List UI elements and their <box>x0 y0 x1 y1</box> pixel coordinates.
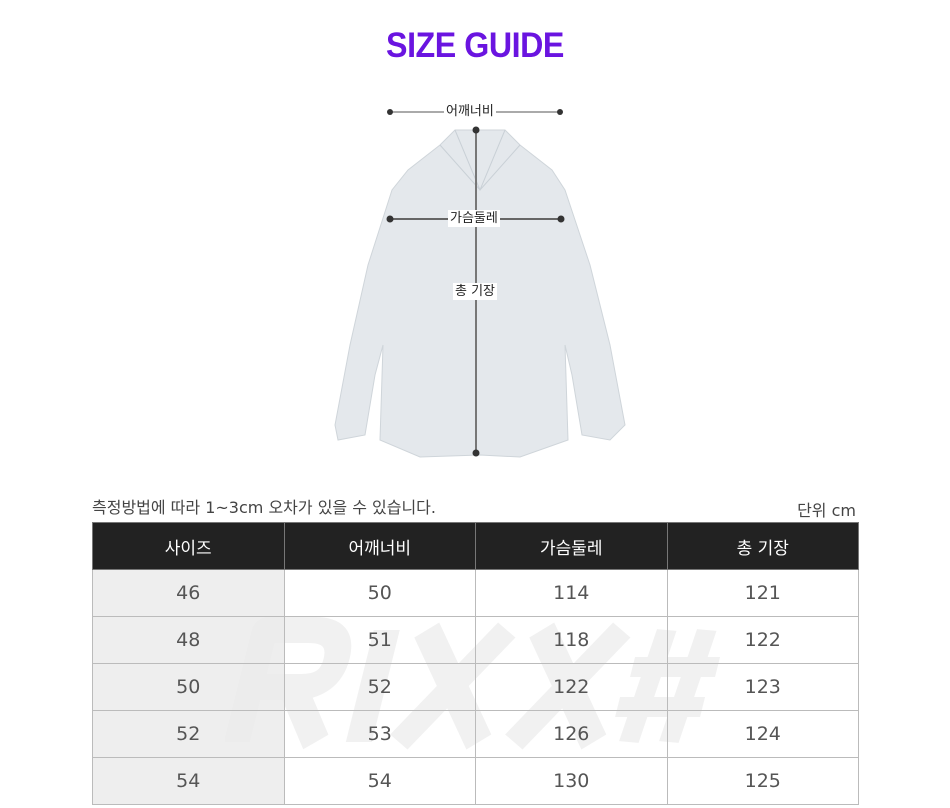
cell-shoulder: 51 <box>283 616 476 664</box>
shoulder-label: 어깨너비 <box>444 103 496 120</box>
cell-shoulder: 53 <box>283 710 476 758</box>
cell-size: 54 <box>92 757 285 805</box>
header-shoulder: 어깨너비 <box>283 522 476 570</box>
cell-size: 50 <box>92 663 285 711</box>
table-row: 54 54 130 125 <box>92 757 859 805</box>
measurement-note: 측정방법에 따라 1~3cm 오차가 있을 수 있습니다. <box>92 498 436 517</box>
cell-size: 52 <box>92 710 285 758</box>
cell-shoulder: 52 <box>283 663 476 711</box>
cell-size: 48 <box>92 616 285 664</box>
cell-length: 125 <box>666 757 859 805</box>
cell-chest: 130 <box>475 757 668 805</box>
header-length: 총 기장 <box>666 522 859 570</box>
cell-size: 46 <box>92 569 285 617</box>
cell-length: 123 <box>666 663 859 711</box>
table-header: 사이즈 어깨너비 가슴둘레 총 기장 <box>92 522 859 570</box>
unit-label: 단위 cm <box>797 501 856 520</box>
chest-label: 가슴둘레 <box>448 210 500 227</box>
cell-chest: 114 <box>475 569 668 617</box>
table-row: 46 50 114 121 <box>92 569 859 617</box>
cell-chest: 118 <box>475 616 668 664</box>
page-title: SIZE GUIDE <box>386 26 564 65</box>
size-table: 사이즈 어깨너비 가슴둘레 총 기장 46 50 114 121 48 51 118 122… <box>92 522 859 805</box>
cell-chest: 122 <box>475 663 668 711</box>
cell-shoulder: 54 <box>283 757 476 805</box>
table-row: 52 53 126 124 <box>92 710 859 758</box>
length-label: 총 기장 <box>453 283 498 300</box>
header-size: 사이즈 <box>92 522 285 570</box>
header-chest: 가슴둘레 <box>475 522 668 570</box>
cell-length: 124 <box>666 710 859 758</box>
table-row: 50 52 122 123 <box>92 663 859 711</box>
cell-length: 121 <box>666 569 859 617</box>
shirt-image <box>334 109 626 458</box>
cell-chest: 126 <box>475 710 668 758</box>
table-row: 48 51 118 122 <box>92 616 859 664</box>
cell-shoulder: 50 <box>283 569 476 617</box>
cell-length: 122 <box>666 616 859 664</box>
